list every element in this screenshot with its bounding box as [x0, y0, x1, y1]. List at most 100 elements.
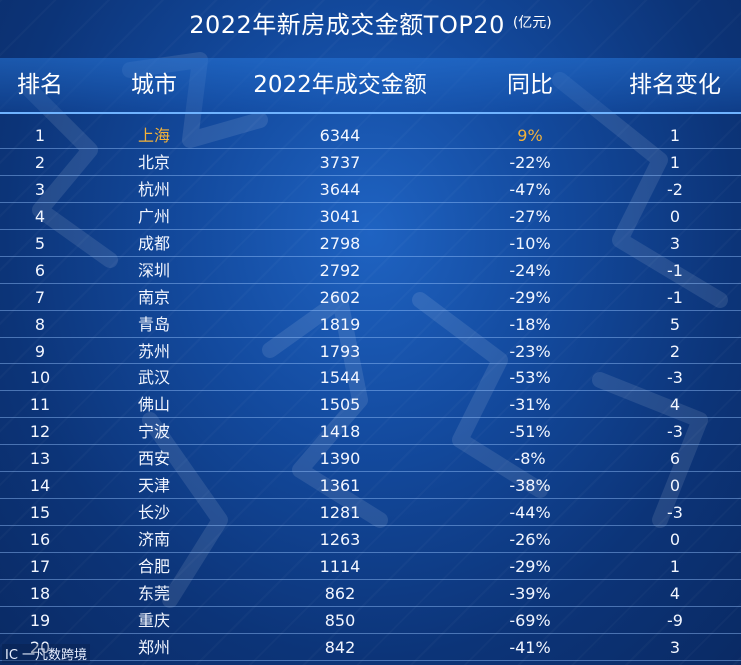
rank-cell: 8 — [34, 314, 46, 334]
amount-cell: 1505 — [319, 395, 361, 415]
city-cell: 南京 — [137, 287, 170, 307]
city-cell: 东莞 — [137, 583, 170, 603]
amount-cell: 1544 — [319, 368, 361, 388]
city-cell: 重庆 — [137, 610, 170, 630]
amount-cell: 1418 — [319, 422, 361, 442]
table-row: 16 济南 1263 -26% 0 — [0, 526, 741, 553]
yoy-cell: -53% — [509, 368, 551, 388]
yoy-cell: -22% — [509, 152, 551, 172]
rank-change-cell: -1 — [667, 287, 683, 307]
rank-cell: 16 — [29, 530, 51, 550]
city-cell: 宁波 — [137, 422, 170, 442]
table-row: 14 天津 1361 -38% 0 — [0, 472, 741, 500]
table-row: 15 长沙 1281 -44% -3 — [0, 499, 741, 527]
yoy-cell: -44% — [509, 503, 551, 523]
header-yoy: 同比 — [507, 72, 553, 98]
header-divider — [0, 112, 741, 114]
rank-change-cell: 4 — [669, 395, 681, 415]
city-cell: 青岛 — [137, 314, 170, 334]
amount-cell: 1793 — [319, 341, 361, 361]
title-unit: (亿元) — [512, 15, 552, 31]
rank-cell: 18 — [29, 583, 51, 603]
rank-change-cell: 0 — [669, 476, 681, 496]
yoy-cell: -26% — [509, 530, 551, 550]
amount-cell: 1263 — [319, 530, 361, 550]
amount-cell: 3737 — [319, 152, 361, 172]
table-row: 17 合肥 1114 -29% 1 — [0, 553, 741, 580]
header-city: 城市 — [131, 72, 177, 98]
table-body: 1 上海 6344 9% 1 2 北京 3737 -22% 1 3 杭州 3644 -47% -2 4 广州 30… — [0, 122, 741, 661]
city-cell: 武汉 — [137, 368, 170, 388]
chart-title: 2022年新房成交金额TOP20 (亿元) — [0, 0, 741, 44]
table-row: 2 北京 3737 -22% 1 — [0, 149, 741, 176]
yoy-cell: -8% — [514, 449, 546, 469]
amount-cell: 1361 — [319, 476, 361, 496]
table-row: 1 上海 6344 9% 1 — [0, 122, 741, 149]
amount-cell: 3041 — [319, 206, 361, 226]
yoy-cell: -39% — [509, 583, 551, 603]
amount-cell: 2602 — [319, 287, 361, 307]
rank-cell: 13 — [29, 449, 51, 469]
yoy-cell: -69% — [509, 610, 551, 630]
amount-cell: 2798 — [319, 233, 361, 253]
city-cell: 西安 — [137, 449, 170, 469]
table-row: 7 南京 2602 -29% -1 — [0, 284, 741, 311]
table-row: 9 苏州 1793 -23% 2 — [0, 338, 741, 365]
rank-cell: 6 — [34, 260, 46, 280]
yoy-cell: -27% — [509, 206, 551, 226]
rank-cell: 17 — [29, 557, 51, 576]
rank-cell: 11 — [29, 395, 51, 415]
rank-change-cell: 6 — [669, 449, 681, 469]
rank-cell: 10 — [29, 368, 51, 388]
rank-cell: 1 — [34, 126, 46, 145]
city-cell: 天津 — [137, 476, 170, 496]
yoy-cell: -10% — [509, 233, 551, 253]
amount-cell: 6344 — [319, 126, 361, 145]
rank-cell: 19 — [29, 610, 51, 630]
rank-cell: 7 — [34, 287, 46, 307]
table-row: 20 郑州 842 -41% 3 — [0, 634, 741, 661]
yoy-cell: -41% — [509, 637, 551, 657]
table-header — [0, 58, 741, 112]
rank-change-cell: -3 — [667, 368, 683, 388]
table-row: 10 武汉 1544 -53% -3 — [0, 364, 741, 392]
amount-cell: 850 — [324, 610, 356, 630]
city-cell: 合肥 — [137, 557, 170, 576]
amount-cell: 1114 — [319, 557, 361, 576]
amount-cell: 2792 — [319, 260, 361, 280]
table-row: 19 重庆 850 -69% -9 — [0, 607, 741, 634]
rank-change-cell: -3 — [667, 503, 683, 523]
city-cell: 郑州 — [137, 637, 170, 657]
rank-change-cell: 2 — [669, 341, 681, 361]
city-cell: 成都 — [137, 233, 170, 253]
rank-change-cell: 0 — [669, 206, 681, 226]
rank-change-cell: -9 — [667, 610, 683, 630]
city-cell: 济南 — [137, 530, 170, 550]
rank-change-cell: 1 — [669, 557, 681, 576]
header-rank: 排名 — [17, 72, 63, 98]
yoy-cell: -23% — [509, 341, 551, 361]
table-row: 18 东莞 862 -39% 4 — [0, 580, 741, 607]
table-row: 12 宁波 1418 -51% -3 — [0, 418, 741, 446]
rank-change-cell: 1 — [669, 126, 681, 145]
rank-cell: 4 — [34, 206, 46, 226]
rank-change-cell: -3 — [667, 422, 683, 442]
yoy-cell: -47% — [509, 179, 551, 199]
rank-change-cell: 4 — [669, 583, 681, 603]
city-cell: 北京 — [137, 152, 170, 172]
rank-cell: 15 — [29, 503, 51, 523]
rank-cell: 20 — [29, 637, 51, 657]
rank-cell: 9 — [34, 341, 46, 361]
amount-cell: 842 — [324, 637, 356, 657]
city-cell: 长沙 — [137, 503, 170, 523]
header-amount: 2022年成交金额 — [253, 72, 427, 98]
rank-change-cell: 3 — [669, 233, 681, 253]
table-row: 11 佛山 1505 -31% 4 — [0, 391, 741, 419]
table-row: 13 西安 1390 -8% 6 — [0, 445, 741, 473]
rank-cell: 3 — [34, 179, 46, 199]
city-cell: 上海 — [137, 126, 170, 145]
amount-cell: 1281 — [319, 503, 361, 523]
city-cell: 深圳 — [137, 260, 170, 280]
yoy-cell: -29% — [509, 557, 551, 576]
city-cell: 佛山 — [137, 395, 170, 415]
